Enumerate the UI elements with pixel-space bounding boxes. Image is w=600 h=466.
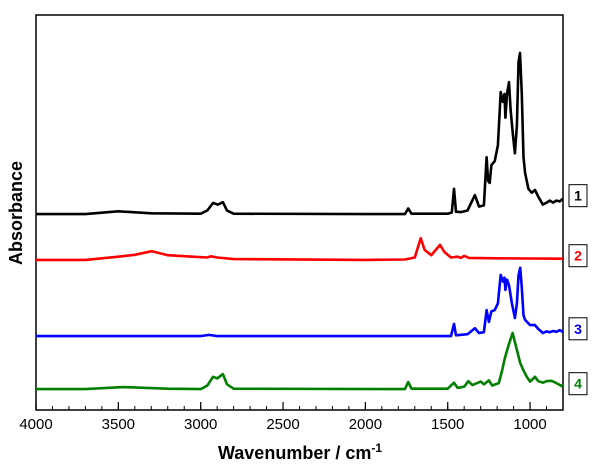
- trace-label-box-3: [568, 317, 588, 341]
- x-axis-title: Wavenumber / cm-1: [218, 441, 382, 463]
- trace-label-box-4: [568, 372, 588, 396]
- trace-label-4: 4: [574, 376, 582, 392]
- x-tick-label: 2000: [349, 416, 382, 433]
- trace-label-box-2: [568, 244, 588, 268]
- trace-label-3: 3: [574, 321, 582, 337]
- x-tick-label: 1000: [513, 416, 546, 433]
- trace-label-2: 2: [574, 248, 582, 264]
- trace-label-box-1: [568, 184, 588, 208]
- x-major-ticks: [35, 402, 531, 410]
- x-tick-label: 4000: [19, 416, 52, 433]
- x-axis-title-superscript: -1: [371, 441, 382, 455]
- x-minor-ticks: [35, 406, 564, 410]
- spectrum-trace-4: [36, 331, 564, 391]
- x-tick-label: 3500: [102, 416, 135, 433]
- x-tick-label: 2500: [266, 416, 299, 433]
- spectrum-trace-2: [36, 236, 564, 262]
- y-axis-title: Absorbance: [6, 161, 26, 265]
- x-tick-labels: 4000 3500 3000 2500 2000 1500 1000: [19, 416, 546, 433]
- trace-labels: 1 2 3 4: [568, 184, 588, 396]
- spectrum-trace-1: [36, 51, 564, 216]
- spectra-traces: [36, 51, 564, 391]
- x-tick-label: 1500: [431, 416, 464, 433]
- x-tick-label: 3000: [184, 416, 217, 433]
- spectrum-trace-3: [36, 266, 564, 338]
- trace-label-1: 1: [574, 188, 582, 204]
